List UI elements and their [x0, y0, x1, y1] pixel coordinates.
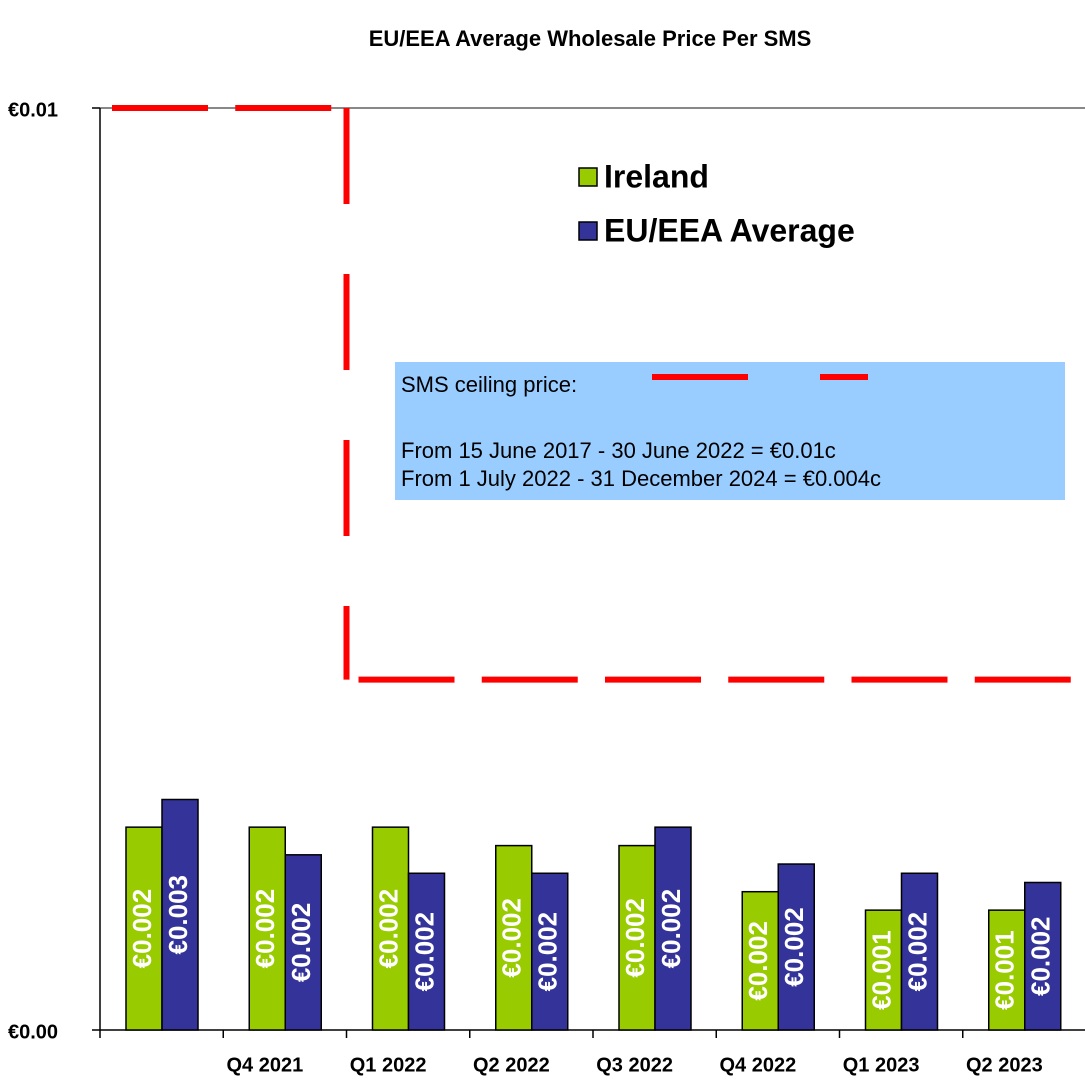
bar-value-label: €0.002	[743, 921, 773, 1001]
legend-label: EU/EEA Average	[604, 212, 855, 248]
bar-value-label: €0.002	[656, 889, 686, 969]
x-tick-label: Q2 2022	[473, 1054, 550, 1076]
chart-title: EU/EEA Average Wholesale Price Per SMS	[369, 26, 812, 51]
x-tick-label: Q1 2022	[350, 1054, 427, 1076]
legend-label: Ireland	[604, 158, 709, 194]
bar	[161, 798, 199, 1031]
bar-value-label: €0.002	[779, 907, 809, 987]
bar	[125, 826, 163, 1031]
bar	[1024, 881, 1062, 1031]
bar	[777, 863, 815, 1031]
bar-value-label: €0.002	[373, 889, 403, 969]
annotation-line: From 15 June 2017 - 30 June 2022 = €0.01…	[401, 438, 836, 463]
bar	[248, 826, 286, 1031]
bar-value-label: €0.002	[127, 889, 157, 969]
legend-swatch	[578, 167, 598, 187]
x-tick-label: Q2 2023	[966, 1054, 1043, 1076]
bar-value-label: €0.002	[497, 898, 527, 978]
x-tick-label: Q3 2022	[596, 1054, 673, 1076]
x-tick-label: Q4 2021	[227, 1054, 304, 1076]
bar-value-label: €0.001	[866, 930, 896, 1010]
y-tick-label: €0.00	[8, 1021, 58, 1043]
y-tick-label: €0.01	[8, 99, 58, 121]
bar	[741, 890, 779, 1031]
x-tick-label: Q1 2023	[843, 1054, 920, 1076]
bar-value-label: €0.002	[250, 889, 280, 969]
bar	[495, 844, 533, 1031]
legend-swatch	[578, 221, 598, 241]
bar	[654, 826, 692, 1031]
annotation-line: From 1 July 2022 - 31 December 2024 = €0…	[401, 466, 881, 491]
bar	[284, 854, 322, 1031]
bar-value-label: €0.002	[286, 903, 316, 983]
bar	[371, 826, 410, 1031]
x-tick-label: Q4 2022	[720, 1054, 797, 1076]
bar	[900, 872, 939, 1031]
bar	[864, 909, 903, 1031]
bar-value-label: €0.002	[1026, 916, 1056, 996]
bar	[618, 844, 656, 1031]
bar	[407, 872, 446, 1031]
bar-value-label: €0.002	[620, 898, 650, 978]
bar-value-label: €0.001	[990, 930, 1020, 1010]
annotation-heading: SMS ceiling price:	[401, 372, 577, 397]
bar-value-label: €0.002	[533, 912, 563, 992]
bar-value-label: €0.002	[902, 912, 932, 992]
bar-value-label: €0.002	[409, 912, 439, 992]
annotation-box	[395, 362, 1065, 500]
bar	[531, 872, 569, 1031]
bar-value-label: €0.003	[163, 875, 193, 955]
